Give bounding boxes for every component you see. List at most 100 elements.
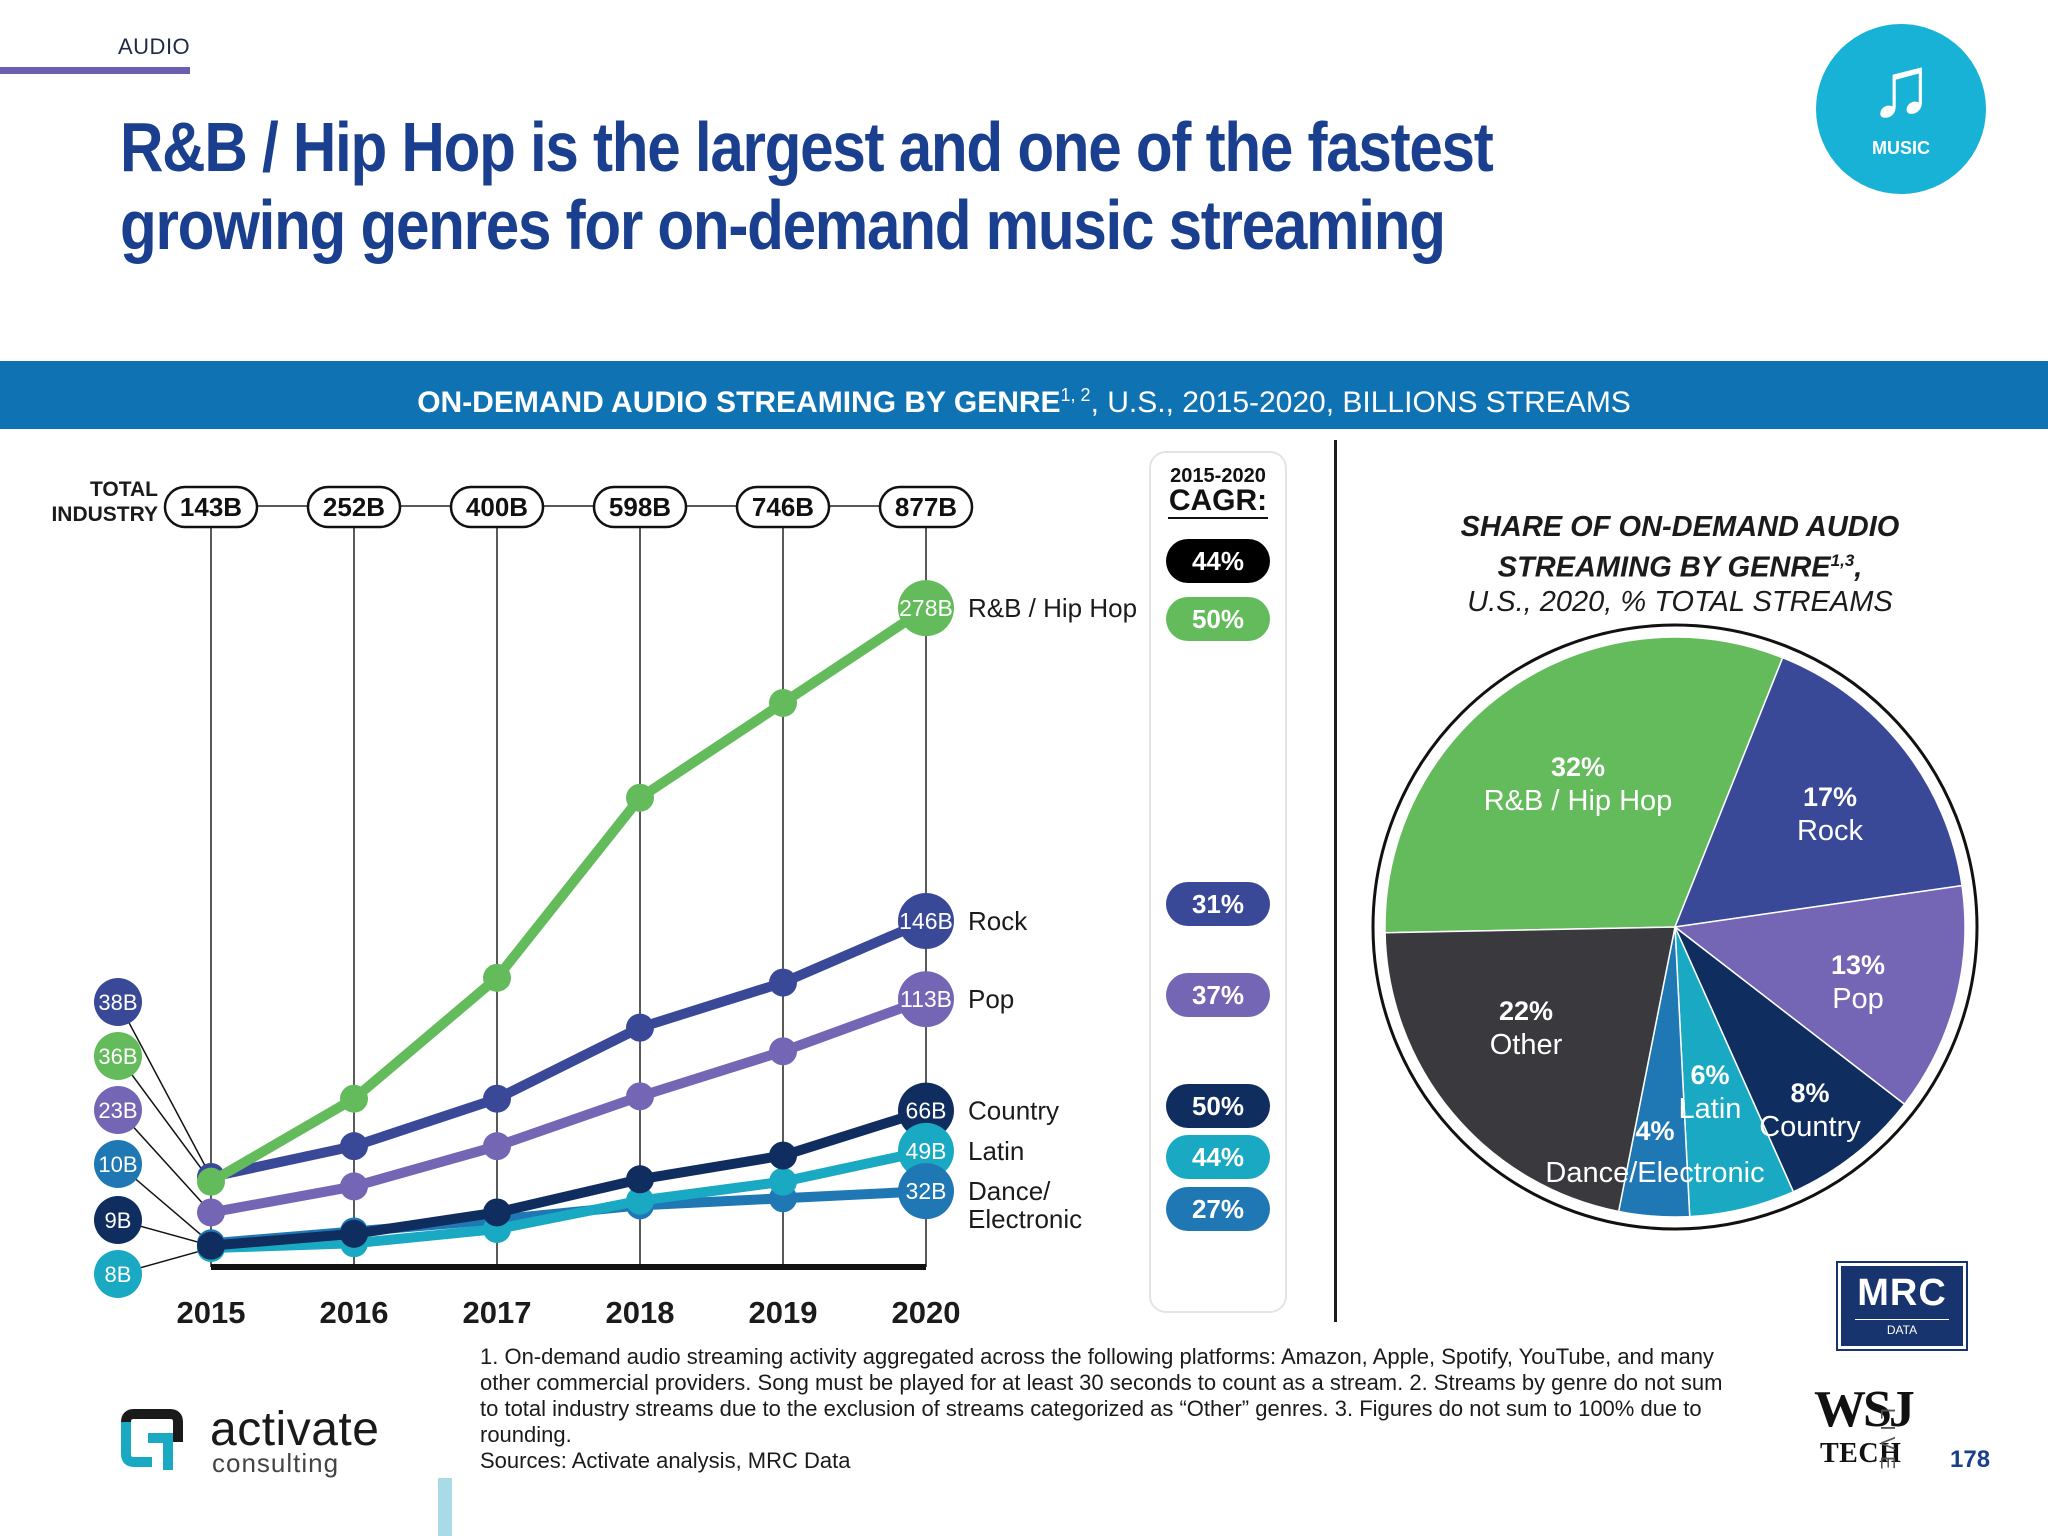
cagr-value-country: 50%	[1192, 1091, 1244, 1121]
mrc-logo-sub: DATA	[1855, 1319, 1949, 1337]
music-note-icon: ♫	[1868, 39, 1934, 135]
start-value-country: 9B	[105, 1208, 132, 1233]
total-value: 598B	[609, 492, 671, 522]
cagr-pill-latin	[1166, 1135, 1270, 1179]
series-line-rock	[209, 916, 928, 1182]
data-point-pop	[626, 1082, 654, 1111]
data-point-country	[340, 1219, 368, 1248]
bottom-accent-bar	[438, 1478, 452, 1536]
pie-title-line1: SHARE OF ON-DEMAND AUDIO	[1460, 511, 1900, 543]
cagr-pill-rock	[1166, 882, 1270, 926]
total-pill	[735, 485, 831, 529]
total-value: 746B	[752, 492, 814, 522]
pie-pct-rock: 17%	[1803, 782, 1857, 812]
cagr-value-dance: 27%	[1192, 1194, 1244, 1224]
wsj-logo-text: WSJ	[1814, 1381, 1915, 1438]
data-point-latin	[769, 1167, 797, 1196]
series-name-dance: Dance/	[968, 1176, 1051, 1206]
activate-logo: activate consulting	[118, 1402, 418, 1482]
end-bubble-pop	[898, 971, 954, 1028]
data-point-rnb	[197, 1167, 225, 1196]
cagr-value-rock: 31%	[1192, 889, 1244, 919]
data-point-pop	[340, 1172, 368, 1201]
pie-title-line2-end: ,	[1854, 551, 1863, 584]
data-point-rock	[769, 968, 797, 997]
cagr-pill-rnb	[1166, 597, 1270, 641]
pie-title-line3: U.S., 2020, % TOTAL STREAMS	[1467, 585, 1893, 618]
pie-slice-pop	[1673, 884, 1966, 1106]
page-title: R&B / Hip Hop is the largest and one of …	[120, 108, 1494, 264]
data-point-rock	[483, 1084, 511, 1113]
footnote-line: other commercial providers. Song must be…	[480, 1370, 1723, 1395]
start-value-latin: 8B	[105, 1262, 132, 1287]
pie-label-country: Country	[1759, 1111, 1861, 1143]
music-badge: ♫ MUSIC	[1816, 24, 1986, 194]
cagr-pill-pop	[1166, 973, 1270, 1017]
end-bubble-dance	[898, 1163, 954, 1220]
pie-slice-rock	[1673, 656, 1963, 928]
x-tick-label: 2015	[177, 1295, 246, 1330]
banner-rest: , U.S., 2015-2020, BILLIONS STREAMS	[1090, 386, 1631, 419]
total-value: 252B	[323, 492, 385, 522]
cagr-value-rnb: 50%	[1192, 604, 1244, 634]
pie-label-other: Other	[1490, 1029, 1563, 1061]
pie-pct-country: 8%	[1790, 1078, 1829, 1108]
total-pill	[163, 485, 259, 529]
section-label: AUDIO	[118, 34, 191, 59]
pie-slice-other	[1384, 926, 1676, 1213]
wsj-tech-live-logo: WSJ TECH LIVE	[1810, 1380, 1920, 1480]
data-point-rnb	[769, 688, 797, 717]
end-bubble-rock	[898, 892, 954, 949]
pie-title-line2: STREAMING BY GENRE	[1497, 551, 1831, 584]
x-tick-label: 2018	[606, 1295, 675, 1330]
footnote-line: to total industry streams due to the exc…	[480, 1396, 1702, 1421]
section-rule	[0, 67, 190, 74]
total-value: 877B	[895, 492, 957, 522]
data-point-rnb	[626, 783, 654, 812]
total-pill	[878, 485, 974, 529]
data-point-country	[197, 1231, 225, 1260]
start-bubble-dance	[94, 1140, 142, 1188]
data-point-country	[626, 1165, 654, 1194]
start-value-dance: 10B	[98, 1152, 137, 1177]
x-tick-label: 2020	[892, 1295, 961, 1330]
footnote: 1. On-demand audio streaming activity ag…	[480, 1344, 1800, 1474]
activate-logo-icon	[121, 1409, 183, 1470]
mrc-data-logo: MRC DATA	[1836, 1261, 1968, 1351]
pie-pct-dance: 4%	[1635, 1116, 1674, 1146]
series-name-pop: Pop	[968, 984, 1014, 1014]
data-point-latin	[626, 1186, 654, 1215]
start-value-pop: 23B	[98, 1098, 137, 1123]
end-bubble-rnb	[898, 580, 954, 637]
cagr-value-pop: 37%	[1192, 980, 1244, 1010]
total-value: 143B	[180, 492, 242, 522]
badge-label: MUSIC	[1872, 138, 1930, 158]
tech-logo-text: TECH	[1820, 1438, 1902, 1469]
pie-slice-rnb	[1384, 636, 1784, 934]
chart-banner: ON-DEMAND AUDIO STREAMING BY GENRE1, 2, …	[0, 361, 2048, 429]
data-point-rock	[340, 1132, 368, 1161]
series-name-rnb: R&B / Hip Hop	[968, 593, 1137, 623]
end-bubble-latin	[898, 1122, 954, 1179]
pie-pct-other: 22%	[1499, 996, 1553, 1026]
series-line-latin	[210, 1145, 928, 1254]
end-value-country: 66B	[906, 1098, 947, 1124]
chart-divider	[1334, 440, 1337, 1322]
pie-pct-latin: 6%	[1690, 1060, 1729, 1090]
cagr-pill-country	[1166, 1084, 1270, 1128]
pie-title: SHARE OF ON-DEMAND AUDIO STREAMING BY GE…	[1380, 510, 1980, 619]
banner-bold: ON-DEMAND AUDIO STREAMING BY GENRE	[417, 386, 1061, 419]
pie-label-rnb: R&B / Hip Hop	[1484, 785, 1673, 817]
data-point-country	[483, 1198, 511, 1227]
start-bubble-country	[94, 1196, 142, 1244]
total-pill	[306, 485, 402, 529]
page-number: 178	[1950, 1446, 1991, 1473]
pie-slice-country	[1674, 926, 1906, 1193]
total-industry-label: INDUSTRY	[51, 503, 158, 526]
total-value: 400B	[466, 492, 528, 522]
end-value-rock: 146B	[899, 908, 953, 934]
data-point-rnb	[340, 1084, 368, 1113]
series-line-country	[210, 1105, 928, 1251]
x-tick-label: 2019	[749, 1295, 818, 1330]
